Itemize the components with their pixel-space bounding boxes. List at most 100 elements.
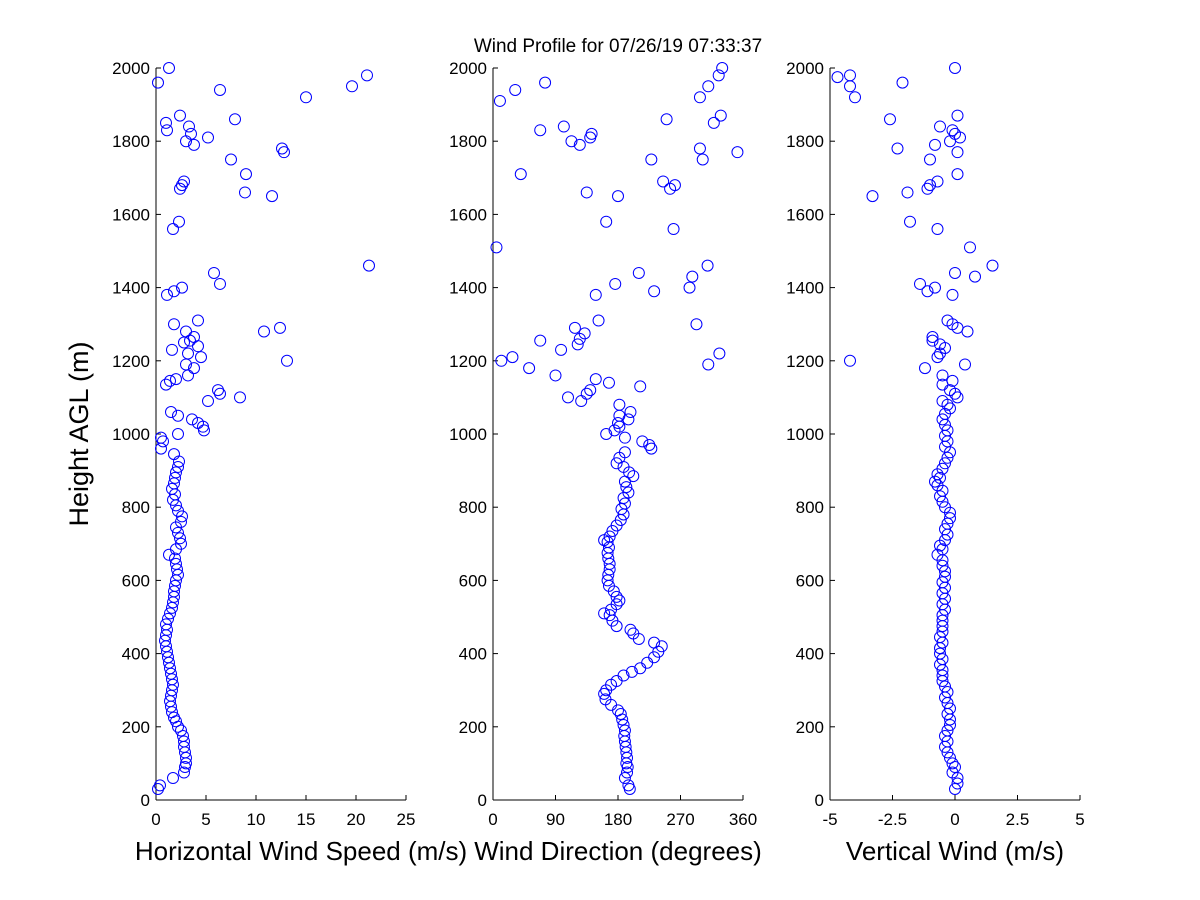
x-axis-label-speed: Horizontal Wind Speed (m/s) [135, 836, 467, 866]
data-point [281, 354, 293, 367]
data-point [170, 373, 182, 386]
data-point [188, 331, 200, 344]
data-point [618, 724, 631, 737]
data-point [618, 446, 631, 459]
data-point [946, 766, 959, 779]
data-point [539, 76, 552, 89]
x-tick-label: 15 [297, 810, 316, 829]
data-point [182, 347, 194, 360]
data-point [901, 186, 914, 199]
x-axis-label-direction: Wind Direction (degrees) [474, 836, 762, 866]
data-point [946, 124, 959, 137]
data-point [620, 481, 633, 494]
data-point [914, 277, 926, 290]
data-point [936, 576, 949, 589]
data-point [609, 277, 622, 290]
data-point [274, 321, 286, 334]
y-tick-label: 1400 [786, 279, 824, 298]
data-point [155, 431, 167, 444]
data-point [844, 80, 856, 93]
data-point [951, 109, 964, 122]
data-point [664, 182, 677, 195]
data-point [939, 523, 951, 536]
data-point [949, 62, 961, 74]
data-point [180, 325, 192, 338]
data-point [944, 135, 956, 148]
data-point [884, 113, 896, 126]
y-tick-label: 0 [815, 791, 824, 810]
data-point [625, 665, 638, 678]
data-point [534, 334, 547, 347]
data-point [229, 113, 241, 126]
data-point [713, 347, 726, 360]
data-point [622, 486, 635, 499]
data-point [610, 590, 623, 603]
data-point [632, 266, 645, 279]
data-point [166, 343, 178, 356]
data-point [602, 376, 615, 389]
data-point [969, 270, 981, 283]
data-point [198, 424, 210, 437]
data-point [152, 76, 164, 89]
data-point [891, 142, 904, 155]
data-point [163, 62, 175, 74]
data-point [565, 135, 578, 148]
data-point [627, 627, 640, 640]
y-tick-label: 1600 [786, 205, 824, 224]
data-point [166, 482, 178, 495]
y-tick-label: 1000 [112, 425, 150, 444]
data-point [175, 724, 187, 737]
data-point [549, 369, 562, 382]
data-point [934, 490, 946, 503]
data-point [936, 559, 949, 572]
data-point [170, 466, 182, 479]
data-point [610, 457, 623, 470]
data-point [186, 413, 198, 426]
y-tick-label: 1800 [112, 132, 150, 151]
data-point [169, 471, 181, 484]
data-point [573, 138, 586, 151]
data-point [944, 751, 956, 764]
data-point [172, 428, 184, 440]
data-point [300, 91, 312, 104]
y-tick-label: 800 [122, 498, 150, 517]
data-point [165, 406, 177, 419]
data-point [655, 640, 668, 653]
data-point [580, 387, 593, 400]
data-point [941, 686, 954, 699]
data-point [939, 680, 951, 693]
data-point [904, 215, 916, 228]
x-tick-label: 0 [488, 810, 497, 829]
data-point [936, 669, 949, 682]
panel-direction: 0 200 400 600 800 1000 1200 1400 1600 1800 2000 0 90… [449, 59, 762, 866]
data-point [617, 669, 630, 682]
data-point [667, 223, 680, 236]
data-point [185, 127, 197, 140]
y-tick-label: 600 [459, 571, 487, 590]
data-point [949, 761, 961, 774]
data-point [716, 62, 729, 74]
data-point [173, 215, 185, 228]
data-point [240, 168, 252, 181]
data-point [212, 384, 224, 397]
data-point [714, 109, 727, 122]
x-tick-label: 2.5 [1006, 810, 1030, 829]
data-point [178, 735, 190, 748]
data-point [214, 83, 226, 96]
data-point [266, 190, 278, 203]
data-point [613, 398, 626, 411]
x-tick-label: 5 [201, 810, 210, 829]
x-tick-label: 90 [546, 810, 565, 829]
data-point [172, 460, 184, 473]
y-tick-label: 600 [122, 571, 150, 590]
data-point [163, 548, 175, 561]
y-tick-label: 200 [796, 718, 824, 737]
data-point [571, 338, 584, 351]
data-point [154, 779, 166, 792]
data-point [164, 374, 176, 387]
data-point [643, 438, 656, 451]
data-point [175, 537, 187, 550]
panel-vertical: 0 200 400 600 800 1000 1200 1400 1600 1800 2000 -5 -… [786, 59, 1085, 866]
data-point [936, 462, 949, 475]
data-point [707, 116, 720, 129]
